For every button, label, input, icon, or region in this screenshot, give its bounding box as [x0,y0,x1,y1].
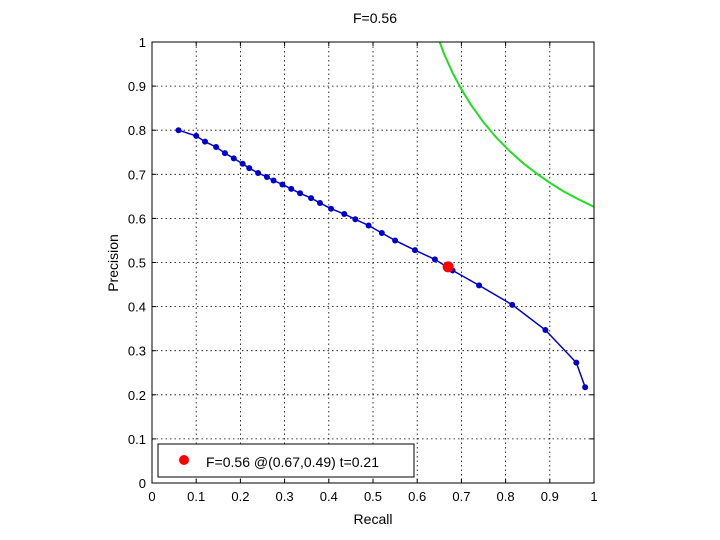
pr-curve-point [175,127,182,134]
y-tick-label: 1 [139,35,146,50]
pr-curve-point [341,210,348,217]
x-tick-label: 0.1 [187,489,205,504]
x-tick-label: 0.2 [231,489,249,504]
pr-curve-point [255,169,262,176]
pr-curve-point [297,190,304,197]
pr-curve-point [411,247,418,254]
pr-curve-point [328,205,335,212]
x-tick-label: 0 [148,489,155,504]
chart-title: F=0.56 [353,10,397,26]
pr-curve-point [316,199,323,206]
pr-curve-point [221,150,228,157]
pr-curve-point [352,216,359,223]
x-tick-label: 1 [590,489,597,504]
pr-curve-point [246,165,253,172]
x-tick-label: 0.7 [452,489,470,504]
plot-frame [151,41,595,484]
f-contour-line [438,41,595,208]
pr-curve-point [308,195,315,202]
pr-curve-point [193,132,200,139]
legend-marker [179,455,189,465]
pr-curve-point [509,301,516,308]
pr-curve-point [288,185,295,192]
x-tick-label: 0.3 [276,489,294,504]
x-tick-label: 0.9 [541,489,559,504]
y-tick-label: 0.1 [128,432,146,447]
y-tick-label: 0.8 [128,123,146,138]
y-tick-label: 0.4 [128,300,146,315]
pr-curve-point [230,155,237,162]
pr-curve-point [573,359,580,366]
best-f-point [442,261,454,273]
data-series [175,41,595,391]
y-tick-label: 0.7 [128,167,146,182]
pr-curve-point [279,181,286,188]
y-tick-label: 0.3 [128,344,146,359]
y-tick-label: 0.6 [128,211,146,226]
x-axis-label: Recall [354,511,393,527]
y-tick-label: 0.9 [128,79,146,94]
y-axis-label: Precision [105,234,121,292]
pr-curve-point [263,173,270,180]
y-tick-label: 0 [139,476,146,491]
x-tick-label: 0.4 [320,489,338,504]
axes: 0 0.1 0.2 0.3 0.4 0.5 0.6 0.7 0.8 0.9 1 0 0.1 0.2 0.3 0… [128,35,598,504]
y-tick-label: 0.2 [128,388,146,403]
pr-curve-point [239,160,246,167]
pr-curve-point [365,222,372,229]
y-tick-label: 0.5 [128,256,146,271]
grid-lines [152,42,594,483]
x-tick-label: 0.6 [408,489,426,504]
x-tick-label: 0.5 [364,489,382,504]
x-tick-label: 0.8 [497,489,515,504]
pr-curve-point [270,177,277,184]
pr-curve-point [213,143,220,150]
pr-curve-point [542,326,549,333]
legend-label: F=0.56 @(0.67,0.49) t=0.21 [206,454,379,470]
pr-curve-point [582,384,589,391]
pr-curve-point [378,229,385,236]
pr-curve-point [431,256,438,263]
pr-curve-point [202,138,209,145]
pr-curve-point [392,237,399,244]
legend-box [157,443,415,478]
legend: F=0.56 @(0.67,0.49) t=0.21 [157,443,415,478]
pr-curve-point [476,282,483,289]
